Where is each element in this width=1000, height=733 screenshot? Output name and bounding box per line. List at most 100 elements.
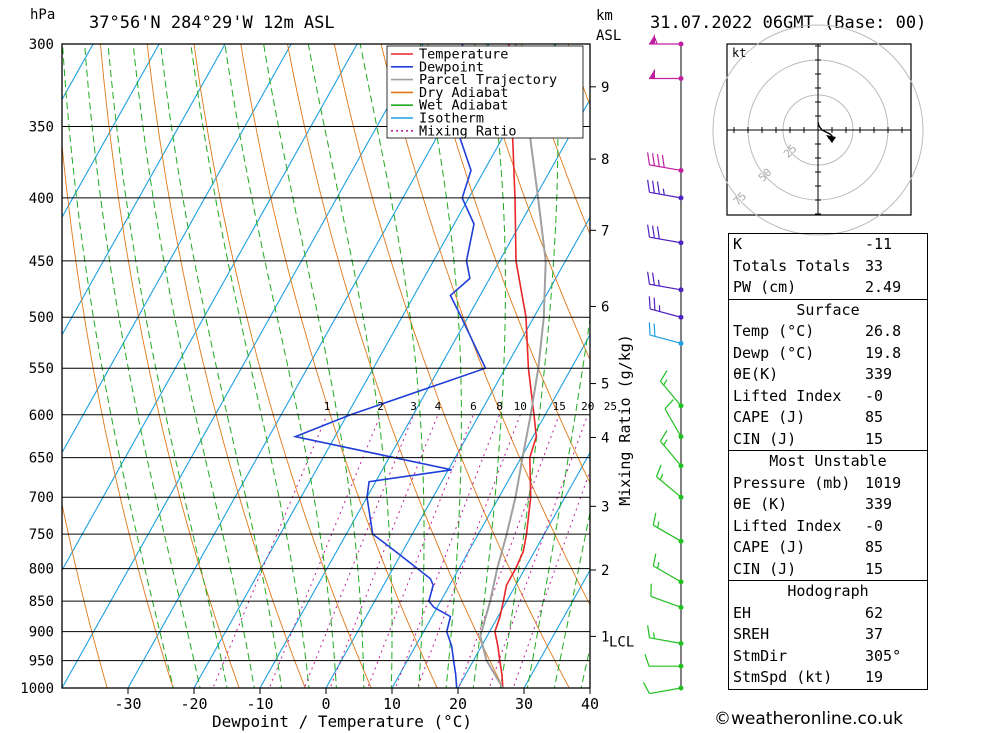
index-label: Lifted Index	[733, 516, 842, 535]
mixing-ratio-label: 15	[553, 400, 566, 413]
lcl-label: LCL	[609, 634, 634, 650]
wind-barb-full	[656, 154, 660, 167]
mixing-ratio-line	[394, 414, 500, 688]
wind-barb-half	[658, 305, 661, 312]
mixing-ratio-axis-label: Mixing Ratio (g/kg)	[616, 334, 634, 506]
index-value: -0	[865, 516, 884, 535]
wet-adiabat-line	[107, 44, 228, 688]
index-row: PW (cm) 2.49	[729, 277, 927, 299]
index-label: SREH	[733, 625, 770, 643]
index-row: θE (K) 339	[729, 494, 927, 516]
index-label: Pressure (mb)	[733, 473, 851, 492]
isotherm-line	[62, 44, 226, 337]
wind-barb	[647, 271, 684, 293]
isotherm-line	[62, 44, 358, 572]
x-axis-label: Dewpoint / Temperature (°C)	[212, 712, 472, 731]
x-tick-label: 40	[581, 695, 599, 713]
mixing-ratio-line	[268, 414, 381, 688]
most-unstable-title: Most Unstable	[769, 452, 887, 470]
index-row: CAPE (J) 85	[729, 407, 927, 429]
wind-barb	[659, 430, 684, 469]
index-label: Dewp (°C)	[733, 343, 815, 362]
isotherm-line	[62, 44, 94, 101]
index-label: StmSpd (kt)	[733, 668, 833, 686]
index-value: 339	[865, 365, 893, 383]
pressure-tick-label: 700	[29, 490, 54, 506]
wind-barb-half	[662, 188, 665, 196]
mixing-ratio-line	[212, 414, 328, 688]
wind-barb	[647, 625, 684, 646]
height-tick-label: 8	[601, 152, 609, 168]
legend-label: Dewpoint	[419, 59, 484, 75]
wind-barb-staff	[659, 440, 682, 467]
index-row: Totals Totals 33	[729, 256, 927, 278]
index-value: 37	[865, 625, 884, 643]
wind-barb-full	[651, 225, 656, 239]
mixing-ratio-line	[416, 414, 521, 688]
index-label: CAPE (J)	[733, 538, 806, 556]
pressure-tick-label: 1000	[20, 681, 54, 697]
index-value: 85	[865, 538, 884, 556]
datetime-title: 31.07.2022 06GMT (Base: 00)	[650, 13, 926, 33]
isotherm-line	[62, 44, 292, 454]
credit-text[interactable]: ©weatheronline.co.uk	[714, 709, 904, 729]
wind-barb-staff	[656, 476, 682, 498]
index-value: 19	[865, 668, 884, 686]
index-value: 15	[865, 559, 884, 578]
wind-barb-pennant	[649, 68, 655, 79]
index-label: K	[733, 235, 743, 253]
wind-barb	[650, 583, 684, 610]
legend-label: Dry Adiabat	[419, 85, 508, 101]
dry-adiabat-line	[520, 44, 590, 236]
pressure-tick-label: 800	[29, 562, 54, 578]
index-label: EH	[733, 603, 752, 622]
height-tick-label: 5	[601, 377, 609, 393]
isotherm-line	[259, 98, 590, 688]
dry-adiabat-line	[981, 0, 1000, 714]
x-tick-label: 20	[449, 695, 467, 713]
index-value: 26.8	[865, 322, 902, 340]
height-unit-sub-label: ASL	[596, 28, 621, 44]
wind-barb-full	[647, 625, 651, 638]
x-tick-label: -30	[114, 695, 141, 713]
x-tick-label: 10	[383, 695, 401, 713]
index-value: 62	[865, 603, 884, 622]
index-label: PW (cm)	[733, 278, 797, 296]
indices-table: K -11 Totals Totals 33 PW (cm) 2.49 Surface T…	[728, 233, 928, 690]
wind-barb-half	[654, 37, 658, 45]
dewpoint-line	[292, 44, 487, 688]
most-unstable-section: Most Unstable Pressure (mb) 1019 θE (K) 339…	[729, 450, 927, 580]
hodograph-ring	[712, 24, 924, 236]
index-label: Temp (°C)	[733, 322, 815, 340]
wind-barb	[649, 34, 684, 47]
pressure-tick-label: 550	[29, 361, 54, 377]
wet-adiabat-line	[132, 44, 255, 688]
wind-barb	[648, 322, 684, 346]
legend-label: Isotherm	[419, 111, 484, 127]
height-unit-label: km	[596, 8, 613, 24]
wind-barb	[649, 68, 684, 82]
index-value: 85	[865, 408, 884, 426]
wind-barb-staff	[649, 334, 682, 344]
mixing-ratio-line	[329, 414, 439, 688]
surface-title: Surface	[796, 300, 860, 319]
index-label: Totals Totals	[733, 256, 851, 275]
height-tick-label: 9	[601, 80, 609, 96]
plot-frame	[61, 43, 591, 689]
wind-barb-half	[657, 279, 660, 287]
wind-barb-full	[656, 226, 660, 240]
index-row: CIN (J) 15	[729, 429, 927, 451]
dry-adiabat-line	[474, 44, 590, 361]
wind-barb-full	[664, 399, 674, 410]
index-row: StmSpd (kt) 19	[729, 667, 927, 689]
index-value: 1019	[865, 473, 902, 492]
mixing-ratio-line	[458, 414, 560, 688]
wind-barb-staff	[649, 687, 682, 695]
height-tick-label: 1	[601, 629, 609, 645]
index-label: Lifted Index	[733, 386, 842, 405]
wind-barb	[647, 224, 684, 246]
pressure-tick-label: 300	[29, 37, 54, 53]
pressure-tick-label: 950	[29, 654, 54, 670]
wind-barb-full	[651, 180, 656, 194]
index-row: θE(K) 339	[729, 364, 927, 386]
